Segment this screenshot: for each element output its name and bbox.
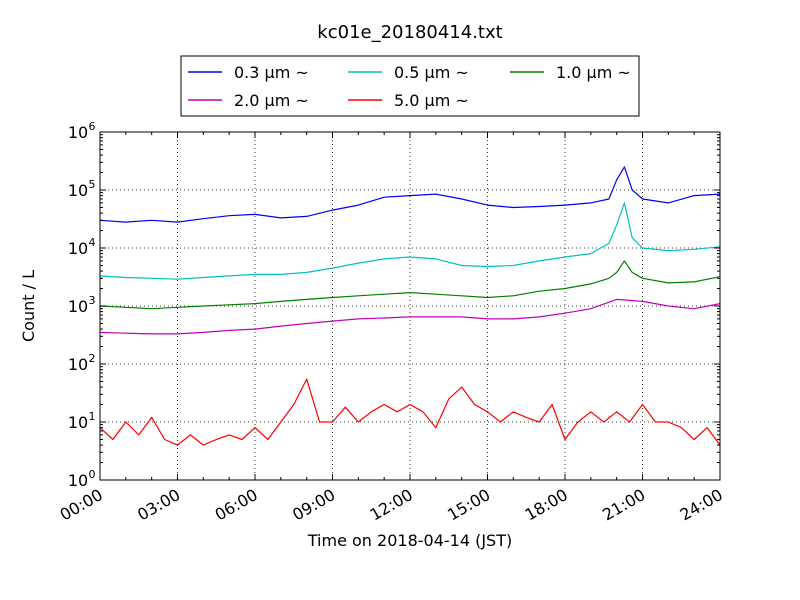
- series-line-4: [99, 298, 721, 335]
- y-tick-exponent: 3: [89, 294, 96, 307]
- y-tick-label: 10: [68, 181, 88, 200]
- x-tick-label: 12:00: [367, 485, 416, 525]
- legend-label: 5.0 μm ~: [394, 91, 469, 110]
- x-tick-label: 00:00: [57, 485, 106, 525]
- x-tick-label: 18:00: [522, 485, 571, 525]
- legend: 0.3 μm ~ 0.5 μm ~ 1.0 μm ~ 2.0 μm ~ 5.0 μm ~: [180, 55, 640, 117]
- y-tick-exponent: 6: [89, 120, 96, 133]
- series-line-5: [99, 378, 721, 446]
- y-tick-exponent: 2: [89, 352, 96, 365]
- legend-label: 2.0 μm ~: [234, 91, 309, 110]
- y-tick-label: 10: [68, 297, 88, 316]
- x-tick-label: 21:00: [599, 485, 648, 525]
- legend-label: 1.0 μm ~: [556, 63, 631, 82]
- y-tick-label: 10: [68, 239, 88, 258]
- y-tick-exponent: 5: [89, 178, 96, 191]
- y-axis-label: Count / L: [19, 270, 38, 342]
- series-line-3: [99, 260, 721, 310]
- chart-title: kc01e_20180414.txt: [317, 22, 502, 43]
- x-tick-label: 15:00: [444, 485, 493, 525]
- y-tick-exponent: 4: [89, 236, 96, 249]
- y-tick-label: 10: [68, 413, 88, 432]
- y-tick-exponent: 0: [89, 468, 96, 481]
- y-tick-exponent: 1: [89, 410, 96, 423]
- series-lines: [99, 166, 721, 446]
- x-tick-label: 24:00: [677, 485, 726, 525]
- x-axis: 00:00 03:00 06:00 09:00 12:00 15:00 18:00 21:00…: [57, 132, 726, 525]
- legend-label: 0.3 μm ~: [234, 63, 309, 82]
- y-tick-label: 10: [68, 123, 88, 142]
- x-tick-label: 06:00: [212, 485, 261, 525]
- legend-box: [180, 55, 640, 117]
- x-axis-label: Time on 2018-04-14 (JST): [307, 531, 512, 550]
- y-tick-label: 10: [68, 355, 88, 374]
- x-tick-label: 09:00: [289, 485, 338, 525]
- x-tick-label: 03:00: [134, 485, 183, 525]
- grid: [100, 132, 720, 480]
- legend-label: 0.5 μm ~: [394, 63, 469, 82]
- series-line-1: [99, 166, 721, 223]
- y-tick-label: 10: [68, 471, 88, 490]
- series-line-2: [99, 202, 721, 280]
